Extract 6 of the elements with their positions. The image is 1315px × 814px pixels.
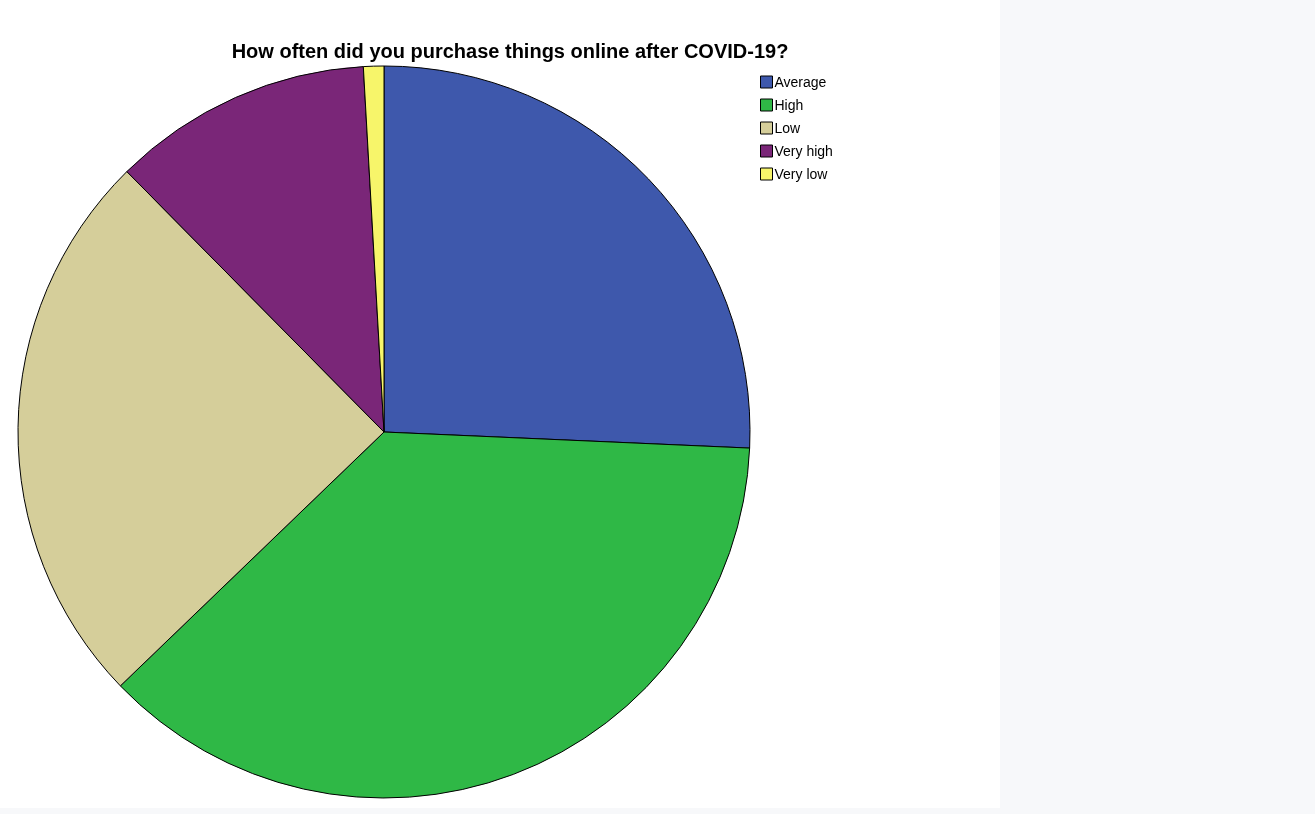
legend-label: Very high (774, 143, 833, 159)
legend-label: Very low (774, 166, 829, 182)
chart-title: How often did you purchase things online after COVID-19? (231, 40, 789, 62)
legend-label: Average (774, 74, 827, 90)
legend-label: High (774, 97, 804, 113)
legend-label: Low (774, 120, 802, 136)
